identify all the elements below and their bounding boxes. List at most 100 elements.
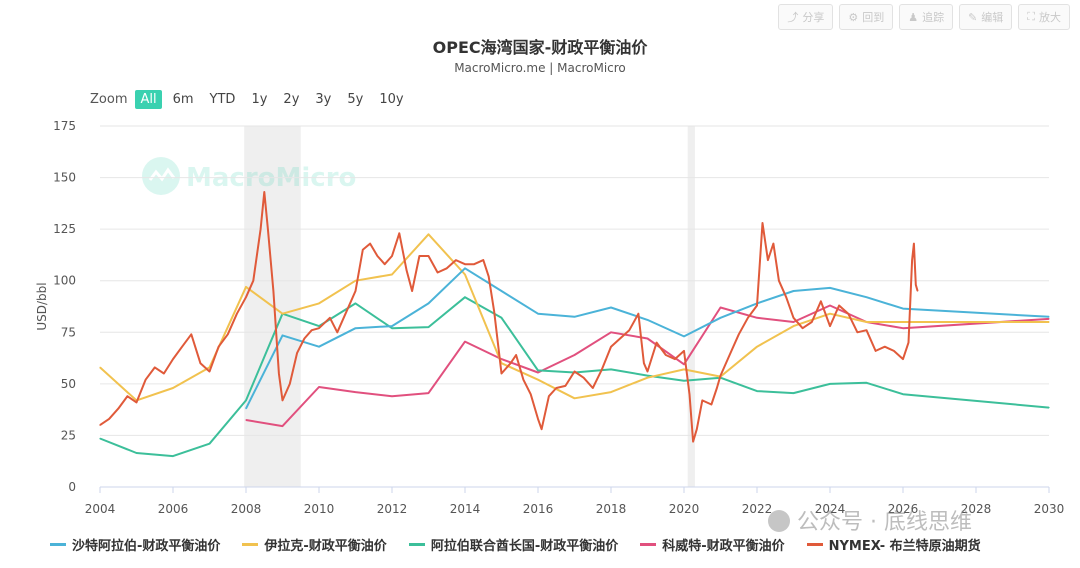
legend-item-brent[interactable]: NYMEX- 布兰特原油期货 [806, 535, 981, 554]
data-point-3 [573, 354, 576, 356]
expand-icon: ⛶ [1027, 10, 1035, 23]
data-point-2 [902, 393, 904, 395]
data-point-4 [865, 329, 868, 331]
share-button-label: 分享 [802, 11, 825, 24]
data-point-4 [884, 346, 886, 348]
x-tick-label: 2008 [231, 502, 262, 516]
legend-item-uae[interactable]: 阿拉伯联合酋长国-财政平衡油价 [408, 535, 618, 554]
data-point-4 [701, 399, 703, 401]
data-point-4 [208, 370, 211, 373]
data-point-2 [829, 383, 831, 385]
data-point-3 [683, 363, 685, 365]
settings-button[interactable]: ⚙ 回到 [839, 4, 894, 30]
data-point-4 [318, 327, 320, 329]
data-point-2 [135, 452, 138, 454]
data-point-4 [500, 372, 503, 375]
data-point-4 [260, 228, 262, 230]
footer-watermark-text: 公众号 · 底线思维 [797, 510, 972, 535]
data-point-4 [893, 350, 895, 352]
data-point-4 [530, 393, 532, 395]
data-point-3 [464, 340, 466, 343]
watermark: MacroMicro [142, 157, 356, 195]
data-point-4 [515, 354, 517, 356]
x-tick-label: 2018 [596, 502, 627, 516]
x-tick-label: 2030 [1034, 502, 1065, 516]
data-point-4 [601, 368, 603, 371]
legend-item-kuwait[interactable]: 科威特-财政平衡油价 [640, 535, 785, 554]
data-point-4 [289, 383, 291, 385]
data-point-4 [281, 399, 284, 401]
data-point-3 [245, 419, 247, 421]
data-point-0 [1048, 316, 1050, 318]
data-point-4 [245, 296, 247, 298]
track-button-label: 追踪 [922, 11, 945, 24]
data-point-1 [683, 368, 685, 371]
data-point-3 [792, 321, 795, 323]
x-tick-label: 2014 [450, 502, 481, 516]
data-point-1 [245, 286, 247, 288]
y-tick-label: 125 [53, 222, 76, 236]
zoom-10y-button[interactable]: 10y [379, 92, 404, 107]
series-line-3 [245, 304, 1050, 428]
zoom-3y-button[interactable]: 3y [315, 92, 332, 107]
data-point-3 [646, 337, 649, 340]
user-icon: ♟ [908, 10, 919, 24]
data-point-2 [865, 382, 868, 384]
zoom-all-button[interactable]: All [135, 90, 162, 109]
legend-label: NYMEX- 布兰特原油期货 [828, 539, 981, 554]
data-point-4 [488, 275, 490, 278]
gear-icon: ⚙ [848, 10, 859, 24]
expand-button[interactable]: ⛶ 放大 [1018, 4, 1070, 30]
data-point-4 [278, 372, 280, 375]
data-point-3 [281, 425, 284, 427]
zoom-2y-button[interactable]: 2y [283, 92, 300, 107]
data-point-2 [792, 392, 795, 394]
chart-subtitle: MacroMicro.me | MacroMicro [454, 61, 626, 75]
data-point-4 [785, 296, 787, 298]
data-point-4 [907, 342, 910, 344]
data-point-4 [902, 358, 904, 360]
expand-button-label: 放大 [1039, 11, 1061, 24]
zoom-5y-button[interactable]: 5y [347, 92, 364, 107]
data-point-0 [245, 408, 247, 410]
data-point-0 [537, 313, 539, 315]
legend-swatch [640, 543, 657, 546]
track-button[interactable]: ♟ 追踪 [899, 4, 954, 30]
legend-swatch [408, 543, 425, 546]
footer-watermark: 公众号 · 底线思维 [768, 510, 972, 535]
data-point-4 [573, 370, 576, 373]
data-point-4 [329, 317, 331, 319]
data-point-2 [610, 368, 612, 371]
data-point-1 [792, 325, 795, 327]
data-point-4 [688, 393, 691, 395]
zoom-ytd-button[interactable]: YTD [209, 92, 236, 107]
data-point-4 [126, 395, 128, 397]
data-point-4 [446, 267, 448, 269]
data-point-4 [729, 354, 731, 356]
data-point-4 [665, 354, 667, 356]
data-point-2 [1048, 406, 1050, 409]
data-point-4 [406, 269, 408, 271]
data-point-4 [296, 352, 298, 354]
legend-item-iraq[interactable]: 伊拉克-财政平衡油价 [242, 535, 387, 554]
data-point-4 [437, 271, 439, 274]
data-point-0 [610, 306, 612, 309]
data-point-2 [427, 326, 430, 328]
edit-button[interactable]: ✎ 编辑 [959, 4, 1013, 30]
data-point-4 [369, 242, 371, 245]
data-point-0 [646, 319, 649, 321]
share-button[interactable]: ⤴ 分享 [778, 4, 834, 30]
zoom-1y-button[interactable]: 1y [251, 92, 268, 107]
zoom-6m-button[interactable]: 6m [172, 92, 194, 107]
data-point-1 [208, 366, 211, 368]
data-point-3 [427, 392, 430, 394]
data-point-4 [311, 329, 313, 331]
legend-item-saudi[interactable]: 沙特阿拉伯-财政平衡油价 [50, 535, 220, 554]
data-point-4 [646, 370, 649, 373]
data-point-4 [719, 375, 722, 377]
data-point-4 [710, 403, 712, 406]
data-point-1 [829, 313, 831, 315]
data-point-0 [902, 307, 904, 310]
data-point-4 [820, 300, 822, 302]
